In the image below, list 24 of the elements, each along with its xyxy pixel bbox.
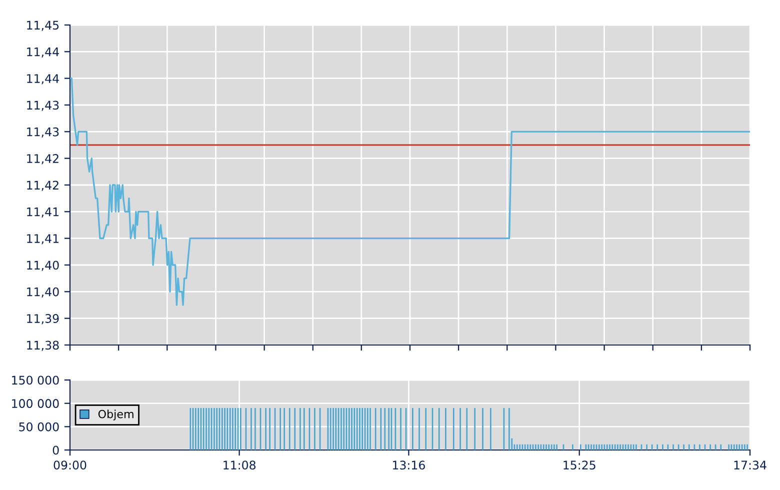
- y-tick-label: 150 000: [12, 376, 59, 385]
- y-tick-label: 11,40: [27, 287, 59, 298]
- y-tick-label: 11,38: [27, 340, 59, 351]
- y-tick-label: 11,41: [27, 234, 58, 244]
- y-tick-label: 11,43: [27, 100, 59, 111]
- legend-label: Objem: [98, 410, 134, 420]
- y-tick-label: 11,42: [27, 154, 58, 164]
- line-series: [70, 78, 750, 306]
- y-tick-label: 11,45: [27, 20, 59, 31]
- x-tick-label: 17:34: [734, 460, 766, 470]
- y-tick-label: 11,41: [27, 208, 58, 218]
- y-tick-label: 11,39: [27, 314, 59, 324]
- x-tick-label: 13:16: [392, 460, 425, 470]
- y-tick-label: 11,42: [27, 180, 58, 191]
- y-tick-label: 11,40: [27, 260, 59, 271]
- x-tick-label: 11:08: [224, 460, 256, 470]
- y-tick-label: 50 000: [19, 422, 59, 432]
- y-tick-label: 0: [52, 446, 59, 455]
- x-tick-label: 15:25: [564, 460, 596, 470]
- y-tick-label: 100 000: [12, 399, 59, 408]
- y-tick-label: 11,44: [27, 74, 59, 84]
- x-tick-label: 09:00: [54, 460, 86, 470]
- y-tick-label: 11,43: [27, 127, 59, 138]
- y-tick-label: 11,44: [27, 48, 59, 58]
